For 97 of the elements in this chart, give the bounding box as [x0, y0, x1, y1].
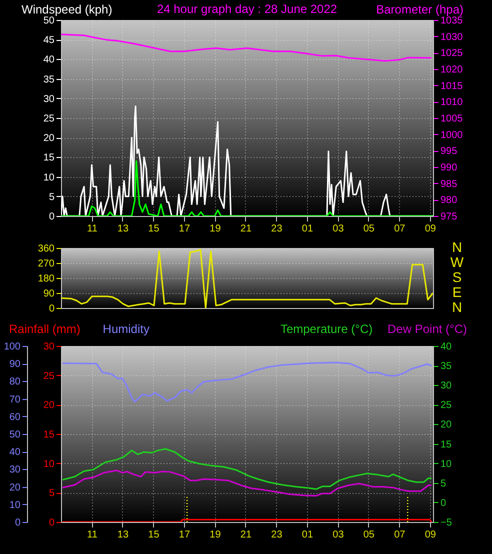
x-tick-label: 09: [424, 530, 436, 540]
y2-tick-label: 1000: [440, 130, 464, 141]
x-tick-label: 01: [302, 224, 314, 234]
x-tick-label: 19: [210, 530, 222, 540]
y-tick-label: 30: [43, 94, 55, 105]
y3-tick-label: 30: [9, 464, 21, 476]
line-series: [62, 362, 432, 403]
y3-tick-label: 70: [9, 394, 21, 406]
x-tick-label: 11: [87, 530, 98, 540]
y-tick-label: 30: [43, 342, 55, 352]
y2-tick-label: 5: [440, 478, 446, 490]
y2-tick-label: 10: [440, 458, 452, 470]
y2-tick-label: 985: [440, 178, 458, 190]
y-tick-label: 45: [43, 35, 55, 46]
y2-tick-label: 40: [440, 342, 452, 352]
y-tick-label: 270: [38, 258, 55, 270]
y-tick-label: 90: [43, 288, 55, 300]
x-tick-label: 21: [240, 224, 252, 234]
y2-tick-label: 975: [440, 212, 458, 222]
y-tick-label: 15: [43, 152, 55, 164]
line-series: [61, 34, 432, 62]
y2-tick-label: 30: [440, 380, 452, 392]
y-tick-label: 35: [43, 74, 55, 86]
y2-tick-label: 990: [440, 162, 458, 174]
line-series: [62, 470, 432, 497]
y2-tick-label: 0: [440, 498, 446, 509]
text: Dew Point (°C): [388, 322, 467, 336]
y3-tick-label: 10: [9, 500, 21, 511]
y3-tick-label: 0: [14, 518, 21, 528]
y3-tick-label: 50: [9, 430, 21, 440]
x-tick-label: 19: [210, 224, 222, 234]
y2-tick-label: 995: [440, 146, 458, 158]
chart-title: 24 hour graph day : 28 June 2022: [156, 2, 338, 16]
y-tick-label: 10: [43, 172, 55, 184]
x-tick-label: 17: [178, 224, 190, 234]
text: Humidity: [102, 322, 150, 336]
y3-tick-label: 20: [9, 482, 21, 494]
x-tick-label: 15: [148, 224, 160, 234]
y2-tick-label: 1035: [440, 16, 464, 26]
x-tick-label: 09: [424, 224, 436, 234]
y-tick-label: 50: [43, 16, 55, 26]
y3-tick-label: 80: [9, 376, 21, 388]
y-tick-label: 20: [43, 133, 55, 144]
y-tick-label: 15: [43, 430, 55, 440]
text: N: [452, 299, 462, 315]
x-tick-label: 07: [394, 224, 406, 234]
y3-tick-label: 100: [4, 342, 21, 352]
x-tick-label: 05: [363, 530, 375, 540]
x-tick-label: 05: [363, 224, 375, 234]
y-tick-label: 20: [43, 400, 55, 412]
x-tick-label: 13: [117, 530, 129, 540]
text: W: [450, 254, 464, 270]
x-tick-label: 01: [302, 530, 314, 540]
y-tick-label: 40: [43, 54, 55, 66]
text: E: [452, 284, 462, 300]
text: Temperature (°C): [280, 322, 373, 336]
y-tick-label: 0: [48, 518, 55, 528]
x-tick-label: 17: [178, 530, 190, 540]
y-tick-label: 25: [43, 114, 55, 124]
y2-tick-label: 1020: [440, 64, 464, 76]
y3-tick-label: 40: [9, 447, 21, 458]
y-axis-title: Windspeed (kph): [22, 2, 112, 16]
y-tick-label: 5: [48, 192, 55, 203]
y2-tick-label: 980: [440, 195, 458, 206]
y2-tick-label: 35: [440, 361, 452, 372]
x-tick-label: 13: [117, 224, 129, 234]
y-tick-label: 0: [48, 212, 55, 222]
x-tick-label: 11: [87, 224, 98, 234]
x-tick-label: 23: [271, 530, 283, 540]
text: N: [452, 239, 462, 255]
y2-tick-label: 1015: [440, 80, 464, 92]
text: S: [452, 269, 462, 285]
x-tick-label: 03: [332, 224, 344, 234]
y2-tick-label: 1025: [440, 48, 464, 60]
y-tick-label: 10: [43, 458, 55, 470]
line-series: [62, 448, 432, 490]
text: Rainfall (mm): [9, 322, 80, 336]
y2-tick-label: −5: [440, 518, 452, 528]
y3-tick-label: 60: [9, 412, 21, 423]
x-tick-label: 23: [271, 224, 283, 234]
y-tick-label: 360: [38, 244, 55, 254]
y2-axis-title: Barometer (hpa): [376, 2, 464, 16]
x-tick-label: 15: [148, 530, 160, 540]
x-tick-label: 07: [394, 530, 406, 540]
y2-tick-label: 1030: [440, 32, 464, 43]
y-tick-label: 180: [38, 274, 55, 284]
y-tick-label: 5: [48, 488, 55, 500]
y3-tick-label: 90: [9, 359, 21, 370]
y2-tick-label: 15: [440, 439, 452, 450]
y2-tick-label: 1010: [440, 97, 464, 108]
y2-tick-label: 20: [440, 420, 452, 431]
y2-tick-label: 1005: [440, 114, 464, 124]
x-tick-label: 21: [240, 530, 252, 540]
x-tick-label: 03: [332, 530, 344, 540]
y2-tick-label: 25: [440, 400, 452, 412]
y-tick-label: 0: [48, 304, 55, 314]
y-tick-label: 25: [43, 370, 55, 382]
